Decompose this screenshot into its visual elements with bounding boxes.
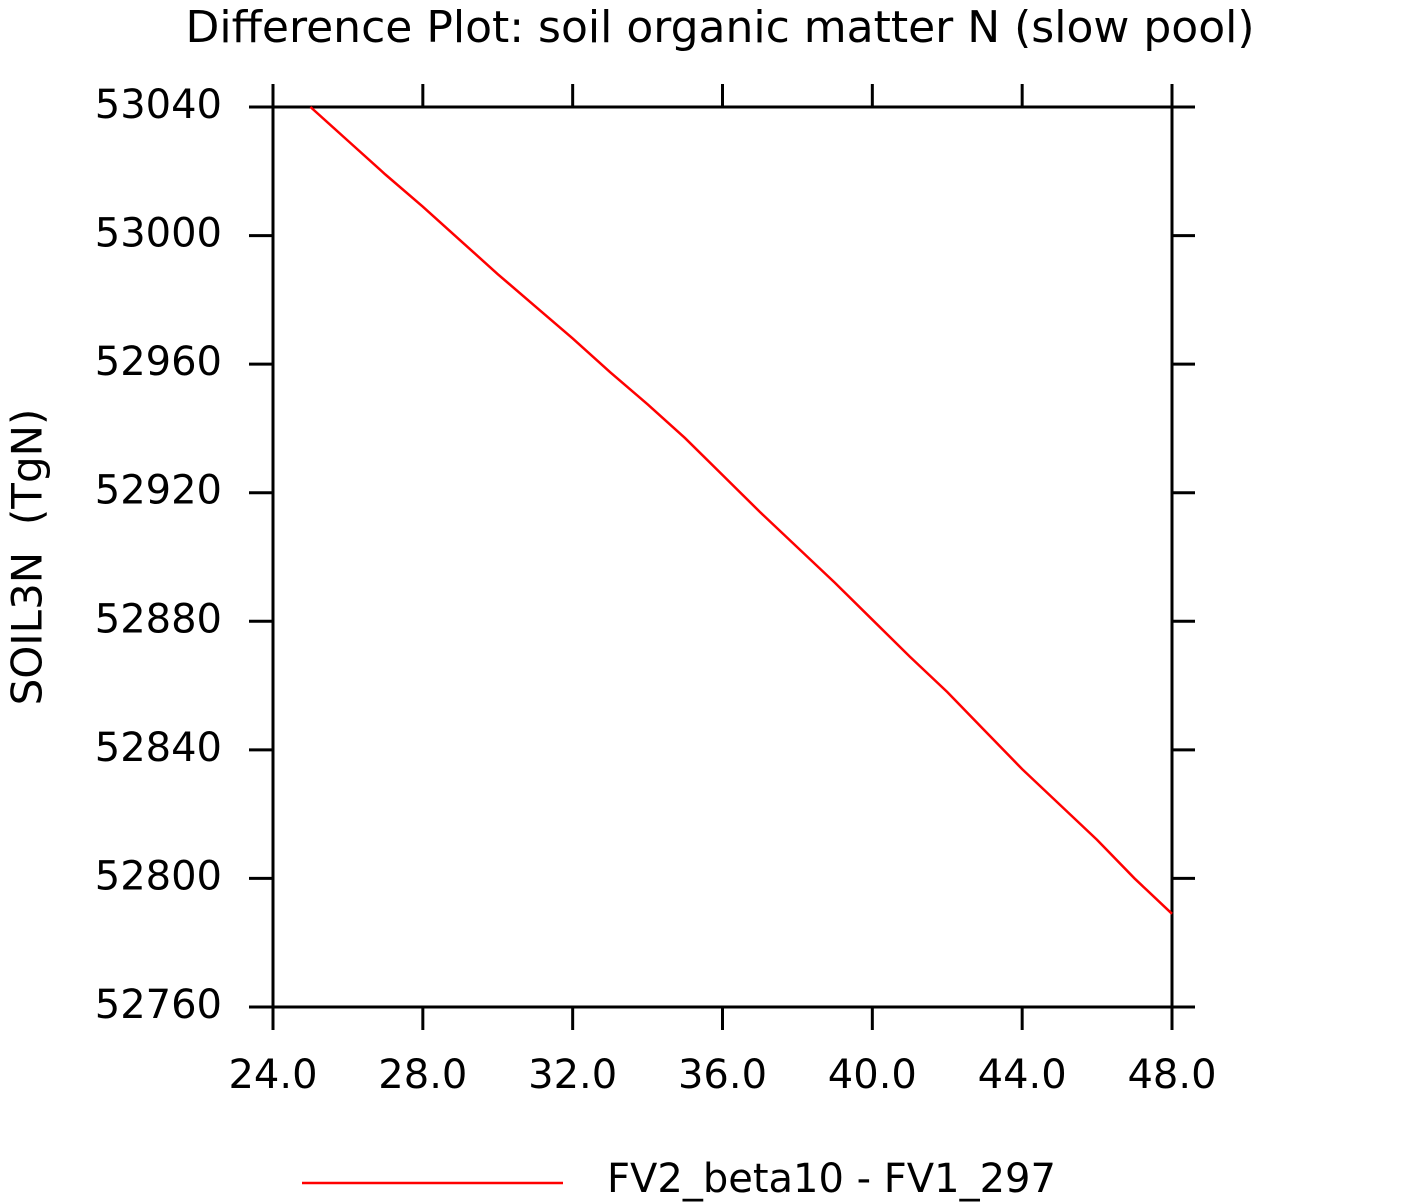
y-tick-label: 52920 <box>95 468 222 514</box>
x-tick-label: 44.0 <box>978 1052 1067 1098</box>
y-tick-label: 52840 <box>95 725 222 771</box>
plot-frame <box>271 105 1174 1009</box>
x-tick-label: 36.0 <box>678 1052 767 1098</box>
x-tick-label: 40.0 <box>828 1052 917 1098</box>
data-line <box>309 106 1173 915</box>
y-axis-label: SOIL3N (TgN) <box>3 409 52 706</box>
chart-title: Difference Plot: soil organic matter N (… <box>186 2 1255 53</box>
y-tick-label: 53000 <box>95 211 222 257</box>
legend-label: FV2_beta10 - FV1_297 <box>607 1156 1056 1202</box>
x-tick-label: 24.0 <box>228 1052 317 1098</box>
y-tick-label: 52960 <box>95 339 222 385</box>
y-tick-label: 53040 <box>95 82 222 128</box>
x-tick-label: 48.0 <box>1127 1052 1216 1098</box>
x-tick-label: 28.0 <box>378 1052 467 1098</box>
y-tick-label: 52760 <box>95 982 222 1028</box>
y-tick-label: 52880 <box>95 596 222 642</box>
x-tick-label: 32.0 <box>528 1052 617 1098</box>
y-tick-label: 52800 <box>95 853 222 899</box>
